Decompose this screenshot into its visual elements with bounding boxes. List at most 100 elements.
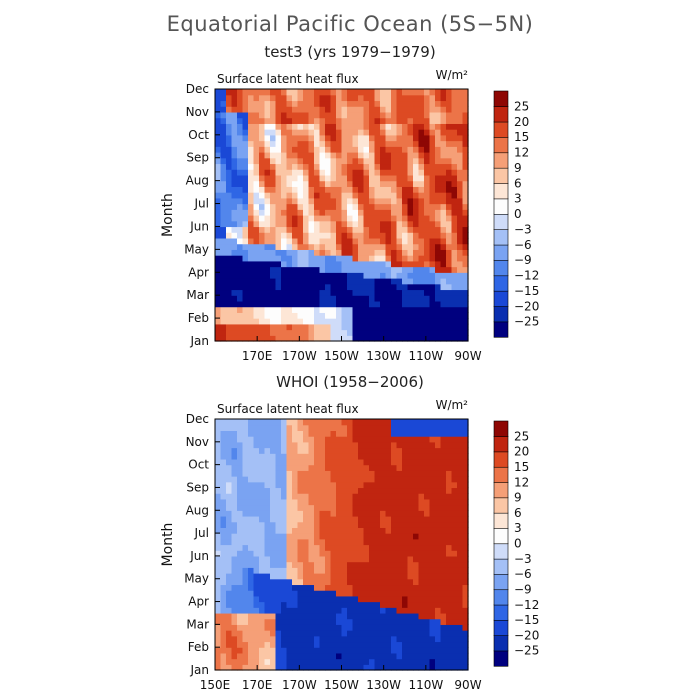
heatmap-cell	[270, 329, 277, 336]
heatmap-cell	[275, 487, 282, 494]
heatmap-cell	[242, 329, 249, 336]
heatmap-cell	[242, 458, 249, 466]
heatmap-cell	[286, 169, 293, 176]
heatmap-cell	[330, 203, 337, 210]
heatmap-cell	[358, 441, 365, 449]
heatmap-cell	[259, 647, 266, 654]
heatmap-cell	[457, 470, 464, 477]
heatmap-cell	[264, 573, 271, 580]
heatmap-cell	[374, 533, 381, 540]
heatmap-cell	[270, 94, 277, 102]
heatmap-cell	[220, 243, 227, 250]
heatmap-cell	[325, 323, 332, 331]
heatmap-cell	[358, 192, 365, 199]
heatmap-cell	[374, 157, 381, 165]
heatmap-cell	[374, 521, 381, 528]
heatmap-cell	[341, 249, 348, 256]
heatmap-cell	[424, 89, 431, 96]
heatmap-cell	[259, 641, 266, 648]
heatmap-cell	[391, 318, 398, 325]
heatmap-cell	[231, 335, 238, 342]
heatmap-cell	[297, 595, 304, 603]
heatmap-cell	[374, 584, 381, 591]
heatmap-cell	[314, 192, 321, 199]
heatmap-cell	[220, 635, 227, 643]
heatmap-cell	[446, 180, 453, 187]
heatmap-cell	[325, 635, 332, 643]
heatmap-cell	[226, 487, 233, 494]
heatmap-cell	[314, 527, 321, 534]
heatmap-cell	[358, 237, 365, 245]
heatmap-cell	[435, 561, 442, 568]
heatmap-cell	[314, 146, 321, 153]
heatmap-cell	[286, 180, 293, 187]
heatmap-cell	[380, 249, 387, 256]
heatmap-cell	[242, 436, 249, 443]
y-tick-label: Jun	[189, 549, 209, 563]
heatmap-cell	[462, 590, 469, 597]
heatmap-cell	[308, 464, 315, 471]
heatmap-cell	[237, 458, 244, 466]
heatmap-cell	[440, 220, 447, 228]
heatmap-cell	[429, 232, 436, 239]
heatmap-cell	[330, 255, 337, 262]
heatmap-cell	[380, 476, 387, 483]
heatmap-cell	[226, 607, 233, 614]
heatmap-cell	[286, 544, 293, 551]
heatmap-cell	[281, 232, 288, 239]
heatmap-cell	[264, 515, 271, 523]
heatmap-cell	[429, 635, 436, 643]
heatmap-cell	[347, 209, 354, 216]
heatmap-cell	[374, 453, 381, 460]
heatmap-cell	[336, 152, 343, 159]
heatmap-cell	[407, 243, 414, 250]
heatmap-cell	[451, 129, 458, 136]
heatmap-cell	[413, 601, 420, 608]
heatmap-cell	[319, 612, 326, 620]
heatmap-cell	[440, 441, 447, 449]
heatmap-cell	[248, 306, 255, 313]
heatmap-cell	[391, 152, 398, 159]
heatmap-cell	[396, 419, 403, 426]
heatmap-cell	[352, 652, 359, 660]
heatmap-cell	[380, 567, 387, 574]
heatmap-cell	[336, 111, 343, 119]
heatmap-cell	[418, 249, 425, 256]
heatmap-cell	[330, 441, 337, 449]
heatmap-cell	[347, 335, 354, 342]
heatmap-cell	[352, 323, 359, 331]
heatmap-cell	[325, 652, 332, 660]
heatmap-cell	[440, 243, 447, 250]
heatmap-cell	[374, 323, 381, 331]
heatmap-cell	[429, 289, 436, 296]
heatmap-cell	[220, 146, 227, 153]
heatmap-cell	[363, 533, 370, 540]
heatmap-cell	[435, 146, 442, 153]
heatmap-cell	[446, 289, 453, 296]
heatmap-cell	[237, 300, 244, 308]
heatmap-cell	[429, 647, 436, 654]
heatmap-cell	[264, 430, 271, 437]
heatmap-cell	[220, 180, 227, 187]
heatmap-cell	[352, 255, 359, 262]
heatmap-cell	[451, 458, 458, 466]
heatmap-cell	[341, 329, 348, 336]
heatmap-cell	[369, 323, 376, 331]
heatmap-cell	[286, 295, 293, 302]
heatmap-cell	[446, 578, 453, 586]
heatmap-cell	[347, 601, 354, 608]
heatmap-cell	[451, 453, 458, 460]
heatmap-cell	[374, 498, 381, 506]
heatmap-cell	[407, 618, 414, 625]
heatmap-cell	[220, 424, 227, 431]
colorbar-label: −6	[514, 238, 532, 252]
heatmap-cell	[264, 493, 271, 500]
heatmap-cell	[336, 567, 343, 574]
heatmap-cell	[292, 89, 299, 96]
heatmap-cell	[418, 134, 425, 142]
heatmap-cell	[275, 266, 282, 273]
heatmap-cell	[429, 94, 436, 102]
heatmap-cell	[303, 641, 310, 648]
heatmap-cell	[231, 300, 238, 308]
